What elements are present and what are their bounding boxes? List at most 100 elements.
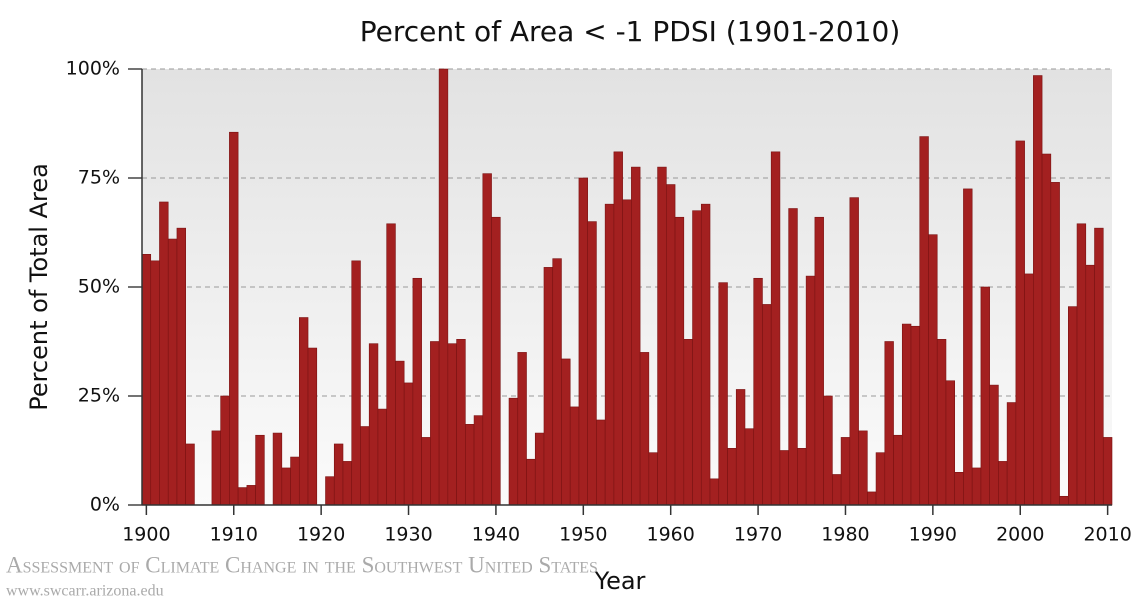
footer-title: Assessment of Climate Change in the Sout… bbox=[6, 552, 598, 577]
bar bbox=[281, 467, 291, 506]
bar bbox=[919, 136, 929, 506]
bar bbox=[963, 188, 973, 506]
bar bbox=[613, 151, 623, 506]
bar bbox=[875, 452, 886, 506]
bar bbox=[1076, 223, 1087, 506]
bar bbox=[456, 339, 466, 506]
bar bbox=[823, 395, 833, 506]
bar bbox=[176, 227, 186, 506]
bar bbox=[491, 216, 501, 506]
bar bbox=[1006, 402, 1017, 506]
bar bbox=[508, 397, 519, 506]
bar bbox=[1024, 273, 1034, 506]
bar bbox=[674, 216, 685, 506]
bar bbox=[709, 478, 720, 506]
bar bbox=[683, 339, 693, 506]
bar bbox=[954, 471, 964, 506]
bar bbox=[893, 434, 903, 506]
bar bbox=[438, 68, 449, 506]
x-tick-label: 1920 bbox=[297, 524, 345, 546]
bar bbox=[587, 221, 597, 506]
bar bbox=[657, 166, 667, 506]
bar bbox=[298, 317, 309, 506]
bar bbox=[333, 443, 344, 506]
bar bbox=[779, 450, 789, 506]
x-tick-label: 1900 bbox=[122, 524, 170, 546]
bar bbox=[718, 282, 728, 506]
bar bbox=[971, 467, 982, 506]
footer-url: www.swcarr.arizona.edu bbox=[6, 583, 164, 600]
bar bbox=[1102, 437, 1113, 506]
bar bbox=[648, 452, 658, 506]
bar bbox=[534, 432, 545, 506]
x-tick-label: 1970 bbox=[734, 524, 782, 546]
y-tick-label: 75% bbox=[78, 167, 120, 189]
bar bbox=[290, 456, 300, 506]
bar bbox=[543, 267, 554, 506]
bar bbox=[858, 430, 868, 506]
bar bbox=[159, 201, 169, 506]
x-tick-label: 1960 bbox=[647, 524, 695, 546]
bar bbox=[928, 234, 938, 506]
bar bbox=[447, 343, 457, 506]
x-tick-label: 1980 bbox=[821, 524, 869, 546]
bar bbox=[569, 406, 580, 506]
bar bbox=[604, 203, 615, 506]
bar bbox=[805, 275, 816, 506]
x-tick-label: 1910 bbox=[210, 524, 258, 546]
bar bbox=[307, 347, 318, 506]
bar bbox=[255, 434, 265, 506]
bar bbox=[753, 277, 763, 506]
bar bbox=[141, 254, 152, 506]
bar bbox=[735, 389, 746, 506]
bar bbox=[797, 448, 807, 506]
bar bbox=[788, 208, 798, 506]
bar bbox=[325, 476, 335, 506]
bar bbox=[622, 199, 632, 506]
bar bbox=[185, 443, 195, 506]
bar bbox=[351, 260, 361, 506]
y-tick-label: 0% bbox=[90, 494, 120, 516]
bar bbox=[700, 203, 711, 506]
bar bbox=[1033, 75, 1043, 506]
bar bbox=[473, 415, 484, 506]
bar bbox=[211, 430, 221, 506]
bar bbox=[1015, 140, 1025, 506]
bar bbox=[552, 258, 562, 506]
bar bbox=[430, 341, 440, 506]
bar bbox=[770, 151, 781, 506]
bar bbox=[1041, 153, 1052, 506]
bar bbox=[386, 223, 396, 506]
bar bbox=[936, 339, 947, 506]
bar bbox=[840, 437, 851, 506]
bar bbox=[814, 216, 824, 506]
x-axis-label: Year bbox=[594, 567, 646, 595]
y-axis-label: Percent of Total Area bbox=[25, 163, 53, 411]
bar bbox=[360, 426, 370, 506]
bar bbox=[578, 177, 588, 506]
bar bbox=[666, 184, 676, 506]
chart-title: Percent of Area < -1 PDSI (1901-2010) bbox=[360, 15, 901, 48]
bar bbox=[945, 380, 956, 506]
bar bbox=[421, 437, 431, 506]
bar bbox=[867, 491, 877, 506]
x-tick-label: 1950 bbox=[559, 524, 607, 546]
y-tick-label: 50% bbox=[78, 276, 120, 298]
bar bbox=[727, 448, 737, 506]
bar bbox=[980, 286, 990, 506]
bar bbox=[849, 197, 859, 506]
bar bbox=[1094, 227, 1104, 506]
bar bbox=[1085, 264, 1095, 506]
x-tick-label: 1940 bbox=[472, 524, 520, 546]
bar bbox=[246, 485, 256, 506]
bar bbox=[901, 323, 912, 506]
bar bbox=[884, 341, 894, 506]
bar bbox=[631, 166, 641, 506]
bar bbox=[220, 395, 230, 506]
bar bbox=[229, 131, 239, 506]
x-tick-label: 1930 bbox=[384, 524, 432, 546]
bar bbox=[412, 277, 422, 506]
bar bbox=[744, 428, 755, 506]
bar bbox=[561, 358, 571, 506]
